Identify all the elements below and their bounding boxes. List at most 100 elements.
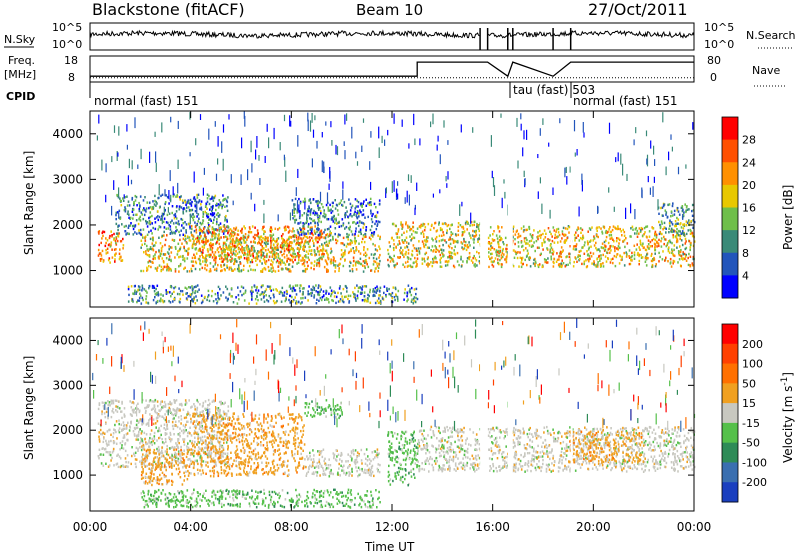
noise-tick-left-top: 10^5 — [52, 21, 82, 34]
noise-segment-1 — [487, 30, 695, 39]
velocity-colorbar-swatch-6 — [722, 442, 738, 463]
power-colorbar-tick-2: 12 — [742, 224, 756, 237]
nsearch-label: N.Search — [746, 29, 796, 42]
noise-segment-0 — [89, 29, 480, 39]
noise-tick-right-top: 10^5 — [704, 21, 734, 34]
power-gap-1 — [507, 111, 513, 307]
velocity-colorbar-swatch-0 — [722, 324, 738, 345]
velocity-region-7 — [417, 425, 482, 473]
freq-panel-frame — [89, 55, 695, 83]
power-region-2 — [140, 234, 381, 273]
power-region-1 — [115, 193, 230, 237]
power-colorbar-tick-5: 24 — [742, 156, 756, 169]
power-scatter — [96, 111, 694, 225]
power-region-6 — [387, 220, 482, 269]
velocity-scatter — [92, 318, 696, 432]
date-label: 27/Oct/2011 — [588, 0, 688, 19]
beam-label: Beam 10 — [356, 1, 423, 19]
velocity-region-6 — [387, 430, 419, 487]
velocity-gap-1 — [507, 318, 513, 511]
velocity-region-4 — [304, 399, 343, 420]
noise-panel-frame — [89, 22, 695, 51]
velocity-ytick-label-2: 3000 — [52, 378, 83, 392]
power-colorbar-tick-4: 20 — [742, 179, 756, 192]
power-y-axis: 1000 2000 3000 4000 — [52, 127, 694, 278]
radar-title: Blackstone (fitACF) — [92, 0, 245, 19]
velocity-region-2 — [191, 412, 306, 478]
xtick-label-4: 16:00 — [475, 520, 510, 534]
noise-trace — [89, 28, 695, 50]
velocity-region-8 — [487, 425, 696, 473]
power-region-0 — [97, 230, 125, 264]
freq-label-line2: [MHz] — [4, 68, 36, 81]
freq-trace — [90, 61, 694, 79]
power-region-4 — [291, 197, 381, 237]
velocity-colorbar-swatch-7 — [722, 462, 738, 483]
velocity-colorbar-swatch-2 — [722, 363, 738, 384]
velocity-colorbar-label: Velocity [m s-1] — [780, 372, 795, 463]
velocity-ylabel: Slant Range [km] — [22, 356, 36, 460]
power-panel-frame — [89, 110, 695, 308]
power-colorbar-swatch-6 — [722, 252, 738, 276]
velocity-region-3 — [304, 448, 381, 478]
velocity-colorbar-tick-6: -100 — [742, 456, 767, 469]
power-colorbar-tick-6: 28 — [742, 134, 756, 147]
xtick-label-0: 00:00 — [73, 520, 108, 534]
freq-tick-left-bottom: 8 — [68, 71, 75, 84]
velocity-colorbar-swatch-8 — [722, 482, 738, 503]
xtick-label-2: 08:00 — [274, 520, 309, 534]
nsky-label: N.Sky — [4, 33, 36, 46]
freq-label-line1: Freq. — [8, 54, 35, 67]
velocity-region-1 — [140, 448, 193, 487]
time-axis: 00:00 04:00 08:00 12:00 16:00 20:00 00:00 — [73, 111, 712, 534]
velocity-colorbar-tick-3: 15 — [742, 397, 756, 410]
power-colorbar-label: Power [dB] — [781, 185, 795, 250]
freq-tick-left-top: 18 — [64, 54, 78, 67]
velocity-colorbar-tick-4: -15 — [742, 417, 760, 430]
velocity-ytick-label-0: 1000 — [52, 468, 83, 482]
velocity-panel-frame — [89, 317, 695, 512]
time-axis-label: Time UT — [364, 540, 415, 554]
xtick-label-3: 12:00 — [375, 520, 410, 534]
velocity-heatmap — [92, 318, 696, 511]
power-ytick-label-2: 3000 — [52, 172, 83, 186]
velocity-region-9 — [568, 430, 646, 464]
power-colorbar-tick-0: 4 — [742, 269, 749, 282]
power-gap-0 — [480, 111, 488, 307]
power-colorbar-swatch-1 — [722, 139, 738, 163]
xtick-label-1: 04:00 — [173, 520, 208, 534]
power-region-7 — [487, 225, 696, 269]
power-ytick-label-0: 1000 — [52, 264, 83, 278]
velocity-colorbar-swatch-4 — [722, 403, 738, 424]
velocity-ytick-label-3: 4000 — [52, 333, 83, 347]
cpid-label-1: normal (fast) 151 — [94, 94, 198, 108]
power-colorbar: 4 8 12 16 20 24 28 — [721, 116, 756, 299]
velocity-gap-0 — [480, 318, 488, 511]
power-colorbar-swatch-2 — [722, 162, 738, 186]
velocity-colorbar-tick-0: 200 — [742, 338, 763, 351]
velocity-ytick-label-1: 2000 — [52, 423, 83, 437]
power-colorbar-swatch-3 — [722, 184, 738, 208]
power-colorbar-tick-1: 8 — [742, 247, 749, 260]
xtick-label-6: 00:00 — [677, 520, 712, 534]
velocity-colorbar-tick-2: 50 — [742, 377, 756, 390]
velocity-colorbar-tick-5: -50 — [742, 437, 760, 450]
cpid-label-2: tau (fast) 503 — [513, 83, 595, 97]
power-colorbar-tick-3: 16 — [742, 202, 756, 215]
power-region-3 — [190, 225, 331, 264]
xtick-label-5: 20:00 — [576, 520, 611, 534]
velocity-region-0 — [97, 398, 230, 469]
power-gap-2 — [570, 111, 573, 307]
velocity-colorbar-swatch-3 — [722, 383, 738, 404]
freq-line — [90, 61, 694, 78]
power-ytick-label-3: 4000 — [52, 127, 83, 141]
power-region-5 — [127, 284, 419, 305]
velocity-colorbar: 200 100 50 15 -15 -50 -100 -200 — [721, 323, 767, 503]
cpid-label: CPID — [6, 90, 35, 103]
velocity-y-axis: 1000 2000 3000 4000 — [52, 333, 694, 482]
velocity-colorbar-tick-7: -200 — [742, 476, 767, 489]
nave-label: Nave — [752, 64, 780, 77]
velocity-colorbar-frame — [721, 323, 739, 503]
noise-tick-left-bottom: 10^0 — [52, 38, 82, 51]
